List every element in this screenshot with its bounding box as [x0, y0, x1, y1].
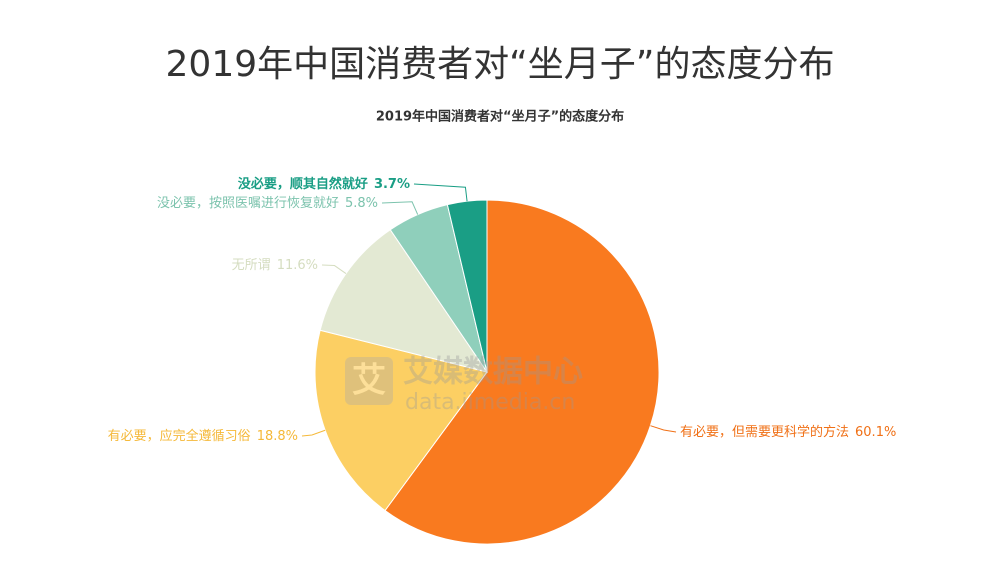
watermark: 艾 艾媒数据中心 data.iimedia.cn [345, 355, 583, 415]
leader-line [413, 183, 468, 202]
watermark-icon-box [345, 357, 393, 405]
data-label: 没必要，顺其自然就好 3.7% [238, 176, 410, 192]
data-label: 无所谓 11.6% [232, 258, 318, 273]
leader-line [301, 429, 326, 437]
category-label: 没必要，按照医嘱进行恢复就好 [157, 196, 339, 211]
labels: 有必要，但需要更科学的方法 60.1% 有必要，应完全遵循习俗 18.8% 无所谓 11.… [108, 176, 897, 444]
value-label: 11.6% [277, 258, 318, 273]
category-label: 没必要，顺其自然就好 [238, 176, 368, 192]
value-label: 3.7% [374, 177, 410, 192]
value-label: 60.1% [855, 425, 896, 440]
leader-line [321, 264, 347, 274]
data-label: 有必要，应完全遵循习俗 18.8% [108, 428, 298, 444]
data-label: 有必要，但需要更科学的方法 60.1% [680, 424, 896, 440]
value-label: 5.8% [345, 196, 378, 211]
watermark-icon: 艾 [352, 361, 386, 401]
value-label: 18.8% [257, 429, 298, 444]
pie [314, 199, 660, 545]
chart-title: 2019年中国消费者对“坐月子”的态度分布 [166, 44, 835, 85]
leader-line [381, 201, 419, 215]
chart-subtitle: 2019年中国消费者对“坐月子”的态度分布 [376, 109, 624, 125]
pie-slice [314, 329, 488, 512]
watermark-url: data.iimedia.cn [405, 390, 575, 415]
category-label: 有必要，但需要更科学的方法 [680, 424, 849, 440]
leader-line [650, 425, 677, 433]
category-label: 有必要，应完全遵循习俗 [108, 428, 251, 444]
category-label: 无所谓 [232, 258, 271, 273]
watermark-name: 艾媒数据中心 [403, 355, 583, 390]
data-label: 没必要，按照医嘱进行恢复就好 5.8% [157, 196, 378, 211]
